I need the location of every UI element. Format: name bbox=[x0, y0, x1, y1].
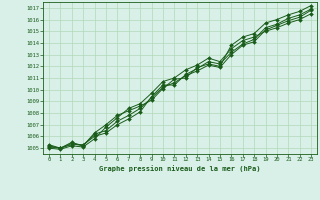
X-axis label: Graphe pression niveau de la mer (hPa): Graphe pression niveau de la mer (hPa) bbox=[99, 165, 261, 172]
